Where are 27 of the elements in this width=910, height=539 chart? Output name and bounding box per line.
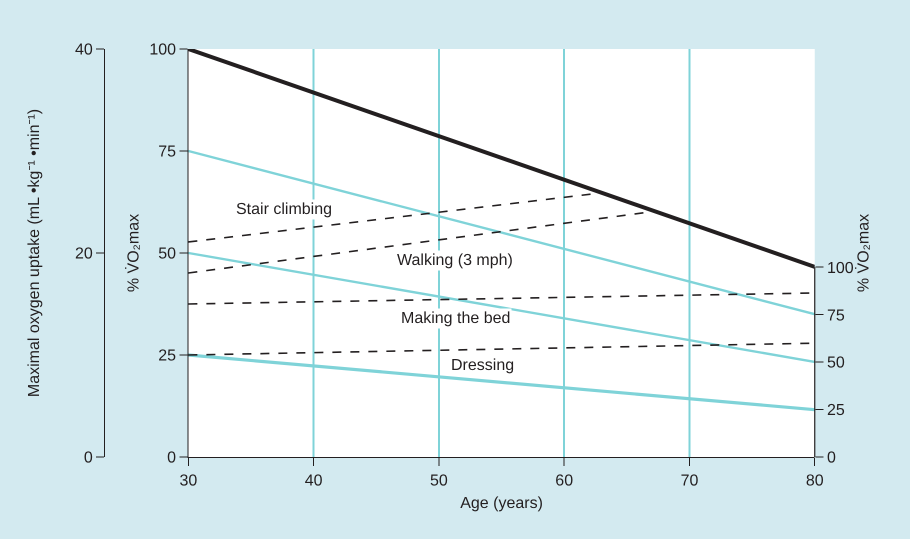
y3-tick-label: 100 [826,260,854,277]
x-axis-title: Age (years) [460,495,543,512]
x-tick-label: 60 [555,472,574,490]
y-tick-label: 100 [149,42,176,59]
y3-tick-label: 25 [826,402,845,420]
y2-tick-label: 40 [74,42,93,59]
x-tick-label: 40 [304,472,323,490]
series-label: Dressing [451,357,514,374]
x-tick-label: 70 [680,472,698,490]
x-tick-label: 30 [179,472,198,490]
y2-axis-title: Maximal oxygen uptake (mL •kg⁻¹ •min⁻¹) [26,108,43,398]
y-tick-label: 25 [158,348,176,365]
y3-tick-label: 75 [826,307,845,324]
y2-tick-label: 0 [84,450,93,467]
y-tick-label: 0 [167,450,176,467]
y3-axis-title: % V̇O₂max [854,214,872,292]
y-axis-title: % V̇O₂max [124,214,142,292]
x-tick-label: 50 [430,472,448,490]
y2-tick-label: 20 [74,246,93,263]
y-tick-label: 50 [158,246,176,263]
x-tick-label: 80 [806,472,824,490]
series-label: Making the bed [401,310,510,327]
y3-tick-label: 50 [826,354,845,372]
y3-tick-label: 0 [826,450,836,467]
series-label: Walking (3 mph) [397,252,513,269]
y-tick-label: 75 [158,144,176,161]
series-label: Stair climbing [236,201,332,218]
